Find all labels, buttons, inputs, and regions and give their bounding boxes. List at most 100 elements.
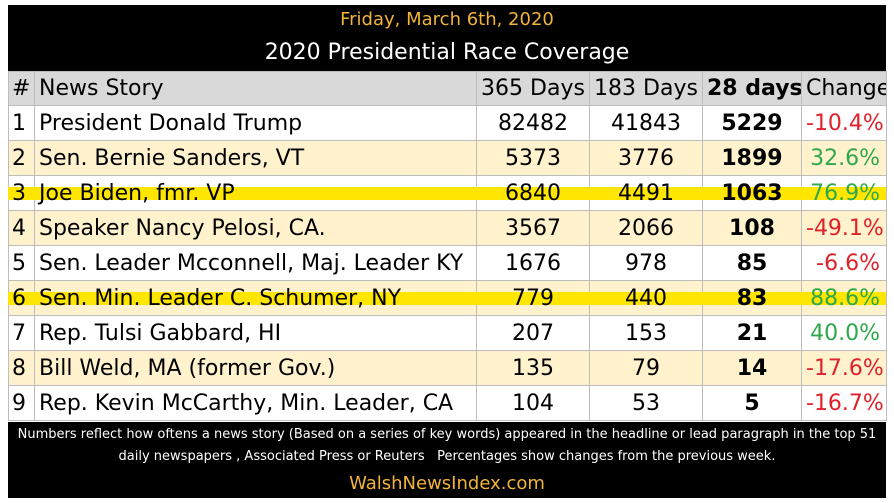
row-change: 32.6% [801, 140, 887, 176]
row-183-days-text: 440 [625, 285, 667, 311]
col-header-rank: # [8, 71, 35, 106]
site-link[interactable]: WalshNewsIndex.com [8, 470, 886, 498]
row-28-days: 83 [702, 280, 802, 316]
row-28-days: 14 [702, 350, 802, 386]
row-story-text: Rep. Tulsi Gabbard, HI [39, 320, 282, 346]
row-change-text: -17.6% [806, 355, 884, 381]
row-rank-text: 7 [12, 320, 26, 346]
row-story-text: Bill Weld, MA (former Gov.) [39, 355, 336, 381]
row-183-days-text: 3776 [618, 145, 674, 171]
row-365-days-text: 6840 [505, 180, 561, 206]
methodology-note: Numbers reflect how oftens a news story … [8, 422, 886, 470]
row-rank: 8 [8, 350, 35, 386]
row-story: Rep. Tulsi Gabbard, HI [34, 315, 477, 351]
row-183-days: 4491 [589, 175, 703, 211]
row-28-days-text: 83 [736, 285, 768, 311]
row-365-days-text: 3567 [505, 215, 561, 241]
table-row: 7 Rep. Tulsi Gabbard, HI 207 153 21 40.0% [8, 315, 887, 351]
row-183-days-text: 153 [625, 320, 667, 346]
row-365-days-text: 207 [512, 320, 554, 346]
row-rank-text: 2 [12, 145, 26, 171]
row-change-text: -49.1% [806, 215, 884, 241]
row-change-text: -6.6% [816, 250, 880, 276]
row-183-days: 2066 [589, 210, 703, 246]
row-28-days: 5 [702, 385, 802, 421]
row-28-days: 5229 [702, 105, 802, 141]
col-header-change: Change [801, 71, 887, 106]
note-line-1: Numbers reflect how oftens a news story … [17, 427, 877, 442]
row-story-text: Sen. Bernie Sanders, VT [39, 145, 305, 171]
row-story-text: Joe Biden, fmr. VP [39, 180, 235, 206]
row-365-days: 1676 [476, 245, 590, 281]
row-rank-text: 4 [12, 215, 26, 241]
row-28-days-text: 14 [736, 355, 768, 381]
table-row: 5 Sen. Leader Mcconnell, Maj. Leader KY 16… [8, 245, 887, 281]
row-change: 40.0% [801, 315, 887, 351]
row-28-days-text: 21 [736, 320, 768, 346]
row-365-days: 135 [476, 350, 590, 386]
col-header-story: News Story [34, 71, 477, 106]
row-28-days: 85 [702, 245, 802, 281]
row-rank: 3 [8, 175, 35, 211]
row-rank: 4 [8, 210, 35, 246]
report-date: Friday, March 6th, 2020 [8, 5, 886, 35]
row-183-days-text: 978 [625, 250, 667, 276]
row-28-days-text: 5 [744, 390, 760, 416]
row-rank-text: 6 [12, 285, 26, 311]
row-365-days: 104 [476, 385, 590, 421]
row-28-days-text: 1063 [721, 180, 783, 206]
row-change-text: -10.4% [806, 110, 884, 136]
row-change: -10.4% [801, 105, 887, 141]
row-28-days: 1063 [702, 175, 802, 211]
row-183-days-text: 2066 [618, 215, 674, 241]
row-change-text: 88.6% [810, 285, 880, 311]
table-row: 9 Rep. Kevin McCarthy, Min. Leader, CA 104… [8, 385, 887, 421]
row-183-days-text: 4491 [618, 180, 674, 206]
row-change-text: -16.7% [806, 390, 884, 416]
row-rank: 7 [8, 315, 35, 351]
row-story: Sen. Min. Leader C. Schumer, NY [34, 280, 477, 316]
coverage-table: # News Story 365 Days 183 Days 28 days C… [8, 71, 887, 421]
row-rank-text: 1 [12, 110, 26, 136]
row-28-days: 108 [702, 210, 802, 246]
row-story: Sen. Bernie Sanders, VT [34, 140, 477, 176]
row-28-days-text: 5229 [721, 110, 783, 136]
row-rank-text: 3 [12, 180, 26, 206]
row-rank: 6 [8, 280, 35, 316]
row-rank-text: 8 [12, 355, 26, 381]
table-row: 4 Speaker Nancy Pelosi, CA. 3567 2066 108 -49… [8, 210, 887, 246]
row-365-days: 779 [476, 280, 590, 316]
row-story: President Donald Trump [34, 105, 477, 141]
row-rank-text: 9 [12, 390, 26, 416]
row-story: Sen. Leader Mcconnell, Maj. Leader KY [34, 245, 477, 281]
row-365-days: 3567 [476, 210, 590, 246]
row-change: -16.7% [801, 385, 887, 421]
row-183-days: 79 [589, 350, 703, 386]
row-365-days-text: 82482 [498, 110, 568, 136]
row-183-days-text: 79 [632, 355, 660, 381]
row-story: Bill Weld, MA (former Gov.) [34, 350, 477, 386]
table-header-row: # News Story 365 Days 183 Days 28 days C… [8, 71, 887, 106]
row-28-days-text: 85 [736, 250, 768, 276]
row-rank: 1 [8, 105, 35, 141]
table-row: 8 Bill Weld, MA (former Gov.) 135 79 14 -17.6… [8, 350, 887, 386]
row-story-text: Speaker Nancy Pelosi, CA. [39, 215, 326, 241]
col-header-28: 28 days [702, 71, 802, 106]
row-story-text: President Donald Trump [39, 110, 303, 136]
table-row: 3 Joe Biden, fmr. VP 6840 4491 1063 76.9% [8, 175, 887, 211]
col-header-365: 365 Days [476, 71, 590, 106]
row-rank: 5 [8, 245, 35, 281]
row-story-text: Sen. Leader Mcconnell, Maj. Leader KY [39, 250, 464, 276]
row-28-days: 1899 [702, 140, 802, 176]
row-change: -49.1% [801, 210, 887, 246]
row-story-text: Sen. Min. Leader C. Schumer, NY [39, 285, 402, 311]
row-story: Speaker Nancy Pelosi, CA. [34, 210, 477, 246]
row-183-days: 978 [589, 245, 703, 281]
table-row: 2 Sen. Bernie Sanders, VT 5373 3776 1899 32.6… [8, 140, 887, 176]
table-row: 6 Sen. Min. Leader C. Schumer, NY 779 440 83… [8, 280, 887, 316]
row-183-days: 53 [589, 385, 703, 421]
row-183-days-text: 41843 [611, 110, 681, 136]
row-story-text: Rep. Kevin McCarthy, Min. Leader, CA [39, 390, 454, 416]
row-183-days: 153 [589, 315, 703, 351]
row-183-days: 440 [589, 280, 703, 316]
